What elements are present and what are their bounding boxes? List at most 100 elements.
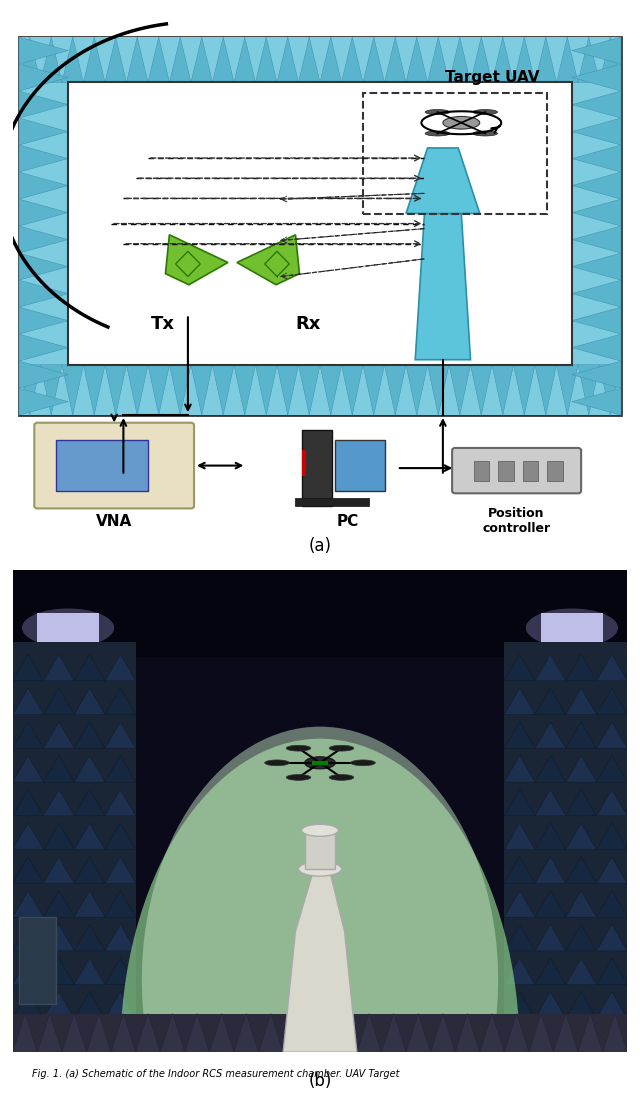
Polygon shape bbox=[74, 958, 105, 984]
Polygon shape bbox=[19, 199, 68, 226]
Polygon shape bbox=[431, 1014, 455, 1052]
Polygon shape bbox=[19, 64, 68, 91]
Polygon shape bbox=[19, 388, 68, 415]
Polygon shape bbox=[44, 755, 74, 783]
Polygon shape bbox=[363, 365, 385, 415]
Polygon shape bbox=[504, 958, 535, 984]
Polygon shape bbox=[566, 1026, 596, 1052]
Polygon shape bbox=[44, 1026, 74, 1052]
Polygon shape bbox=[277, 365, 298, 415]
Polygon shape bbox=[596, 823, 627, 849]
Polygon shape bbox=[74, 789, 105, 815]
Polygon shape bbox=[480, 1014, 504, 1052]
Polygon shape bbox=[566, 755, 596, 783]
Polygon shape bbox=[428, 365, 449, 415]
Polygon shape bbox=[83, 365, 105, 415]
Text: VNA: VNA bbox=[96, 514, 132, 528]
Polygon shape bbox=[535, 755, 566, 783]
Polygon shape bbox=[265, 251, 289, 276]
Bar bbox=[56, 441, 148, 491]
Bar bbox=[301, 431, 332, 506]
Polygon shape bbox=[234, 365, 255, 415]
Polygon shape bbox=[13, 722, 44, 749]
Polygon shape bbox=[83, 37, 105, 82]
Polygon shape bbox=[105, 1026, 136, 1052]
Polygon shape bbox=[535, 891, 566, 917]
Polygon shape bbox=[19, 334, 68, 362]
Polygon shape bbox=[13, 924, 44, 951]
FancyBboxPatch shape bbox=[35, 423, 194, 509]
Polygon shape bbox=[105, 789, 136, 815]
Polygon shape bbox=[572, 388, 621, 415]
Polygon shape bbox=[105, 924, 136, 951]
Polygon shape bbox=[212, 37, 234, 82]
Polygon shape bbox=[504, 992, 535, 1018]
Polygon shape bbox=[175, 251, 200, 276]
Polygon shape bbox=[566, 857, 596, 883]
Text: (a): (a) bbox=[308, 537, 332, 556]
Polygon shape bbox=[320, 365, 342, 415]
Polygon shape bbox=[572, 334, 621, 362]
Bar bbox=[498, 460, 513, 481]
Polygon shape bbox=[105, 823, 136, 849]
Polygon shape bbox=[234, 37, 255, 82]
Polygon shape bbox=[19, 226, 68, 253]
Polygon shape bbox=[255, 37, 277, 82]
Polygon shape bbox=[428, 37, 449, 82]
Polygon shape bbox=[470, 365, 492, 415]
Polygon shape bbox=[237, 235, 300, 285]
Polygon shape bbox=[492, 365, 513, 415]
Polygon shape bbox=[566, 654, 596, 681]
Polygon shape bbox=[136, 1014, 160, 1052]
Polygon shape bbox=[19, 307, 68, 334]
Polygon shape bbox=[277, 37, 298, 82]
Text: (b): (b) bbox=[308, 1072, 332, 1091]
Polygon shape bbox=[406, 1014, 431, 1052]
Polygon shape bbox=[19, 362, 68, 388]
Polygon shape bbox=[535, 924, 566, 951]
Polygon shape bbox=[212, 365, 234, 415]
Polygon shape bbox=[572, 64, 621, 91]
Polygon shape bbox=[406, 148, 480, 214]
Polygon shape bbox=[504, 924, 535, 951]
Polygon shape bbox=[504, 654, 535, 681]
Polygon shape bbox=[566, 823, 596, 849]
Polygon shape bbox=[470, 37, 492, 82]
Polygon shape bbox=[572, 253, 621, 281]
Ellipse shape bbox=[329, 775, 354, 780]
Polygon shape bbox=[44, 654, 74, 681]
Polygon shape bbox=[449, 37, 470, 82]
Polygon shape bbox=[86, 1014, 111, 1052]
Polygon shape bbox=[504, 823, 535, 849]
Polygon shape bbox=[191, 37, 212, 82]
Polygon shape bbox=[13, 688, 44, 715]
Polygon shape bbox=[504, 789, 535, 815]
Polygon shape bbox=[535, 688, 566, 715]
Polygon shape bbox=[600, 37, 621, 82]
Polygon shape bbox=[385, 365, 406, 415]
Polygon shape bbox=[566, 789, 596, 815]
Polygon shape bbox=[105, 365, 127, 415]
Polygon shape bbox=[62, 365, 83, 415]
Polygon shape bbox=[19, 281, 68, 307]
Polygon shape bbox=[566, 924, 596, 951]
Bar bbox=[19, 917, 56, 1004]
Polygon shape bbox=[332, 1014, 357, 1052]
Polygon shape bbox=[170, 37, 191, 82]
Polygon shape bbox=[554, 1014, 578, 1052]
Polygon shape bbox=[105, 722, 136, 749]
Polygon shape bbox=[298, 365, 320, 415]
Ellipse shape bbox=[22, 608, 114, 647]
Polygon shape bbox=[578, 365, 600, 415]
Polygon shape bbox=[415, 214, 470, 359]
Polygon shape bbox=[406, 365, 428, 415]
Bar bbox=[13, 642, 136, 1052]
Ellipse shape bbox=[286, 775, 311, 780]
Polygon shape bbox=[572, 145, 621, 172]
Bar bbox=[305, 831, 335, 869]
Polygon shape bbox=[166, 235, 228, 285]
Ellipse shape bbox=[473, 130, 497, 136]
Ellipse shape bbox=[142, 727, 498, 1096]
Polygon shape bbox=[535, 1026, 566, 1052]
Polygon shape bbox=[255, 365, 277, 415]
